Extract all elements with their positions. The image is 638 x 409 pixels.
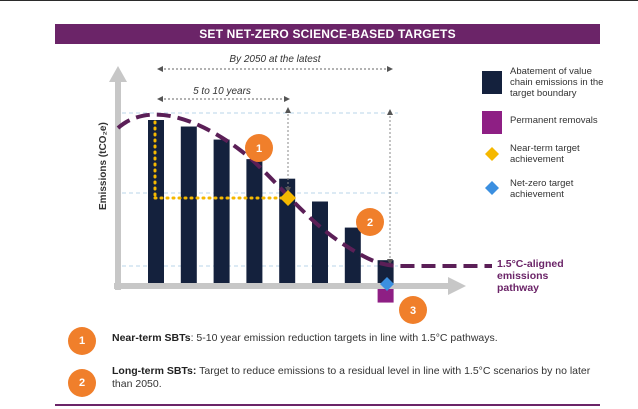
marker-circle-1: [245, 134, 273, 162]
note-2-text: Long-term SBTs: Target to reduce emissio…: [112, 365, 592, 391]
bar-2: [180, 126, 197, 284]
marker-circle-2: [356, 208, 384, 236]
legend-removal-swatch: [482, 111, 502, 134]
top-rule: [0, 0, 638, 1]
legend-removal-label: Permanent removals: [510, 115, 598, 126]
bar-4: [246, 159, 263, 283]
note-2-title: Long-term SBTs:: [112, 365, 197, 377]
emissions-pathway-line: [116, 112, 492, 268]
near-term-diamond: [280, 190, 296, 206]
legend-near-term-icon: [485, 147, 499, 161]
note-2-badge: 2: [68, 369, 96, 397]
span-2050-label: By 2050 at the latest: [229, 54, 321, 65]
net-zero-diamond: [380, 277, 394, 291]
note-1-body: : 5-10 year emission reduction targets i…: [190, 332, 498, 344]
page-title: SET NET-ZERO SCIENCE-BASED TARGETS: [55, 24, 600, 44]
pathway-label: 1.5°C-aligned emissions pathway: [497, 258, 564, 294]
bar-6: [312, 201, 328, 283]
note-1-title: Near-term SBTs: [112, 332, 191, 344]
note-1-text: Near-term SBTs: 5-10 year emission reduc…: [112, 332, 612, 345]
marker-label-3: 3: [410, 305, 416, 317]
span-5-10-label: 5 to 10 years: [193, 86, 251, 97]
y-axis-label: Emissions (tCO₂e): [98, 122, 109, 210]
y-axis-arrow: [109, 66, 127, 82]
legend-net-zero-label: Net-zero target achievement: [510, 178, 574, 200]
bar-5: [279, 178, 296, 283]
marker-label-2: 2: [367, 217, 373, 229]
bar-1: [148, 120, 164, 283]
legend-bar-swatch: [482, 71, 502, 94]
legend-near-term-label: Near-term target achievement: [510, 143, 580, 165]
marker-label-1: 1: [256, 143, 262, 155]
bar-7: [344, 227, 361, 283]
bar-3: [213, 139, 230, 283]
note-2-body: Target to reduce emissions to a residual…: [112, 365, 591, 390]
note-1-badge: 1: [68, 327, 96, 355]
bottom-rule: [55, 404, 600, 406]
marker-circle-3: [399, 296, 427, 324]
legend-net-zero-icon: [485, 181, 499, 195]
legend-bar-label: Abatement of value chain emissions in th…: [510, 66, 604, 99]
x-axis-arrow: [448, 277, 466, 295]
